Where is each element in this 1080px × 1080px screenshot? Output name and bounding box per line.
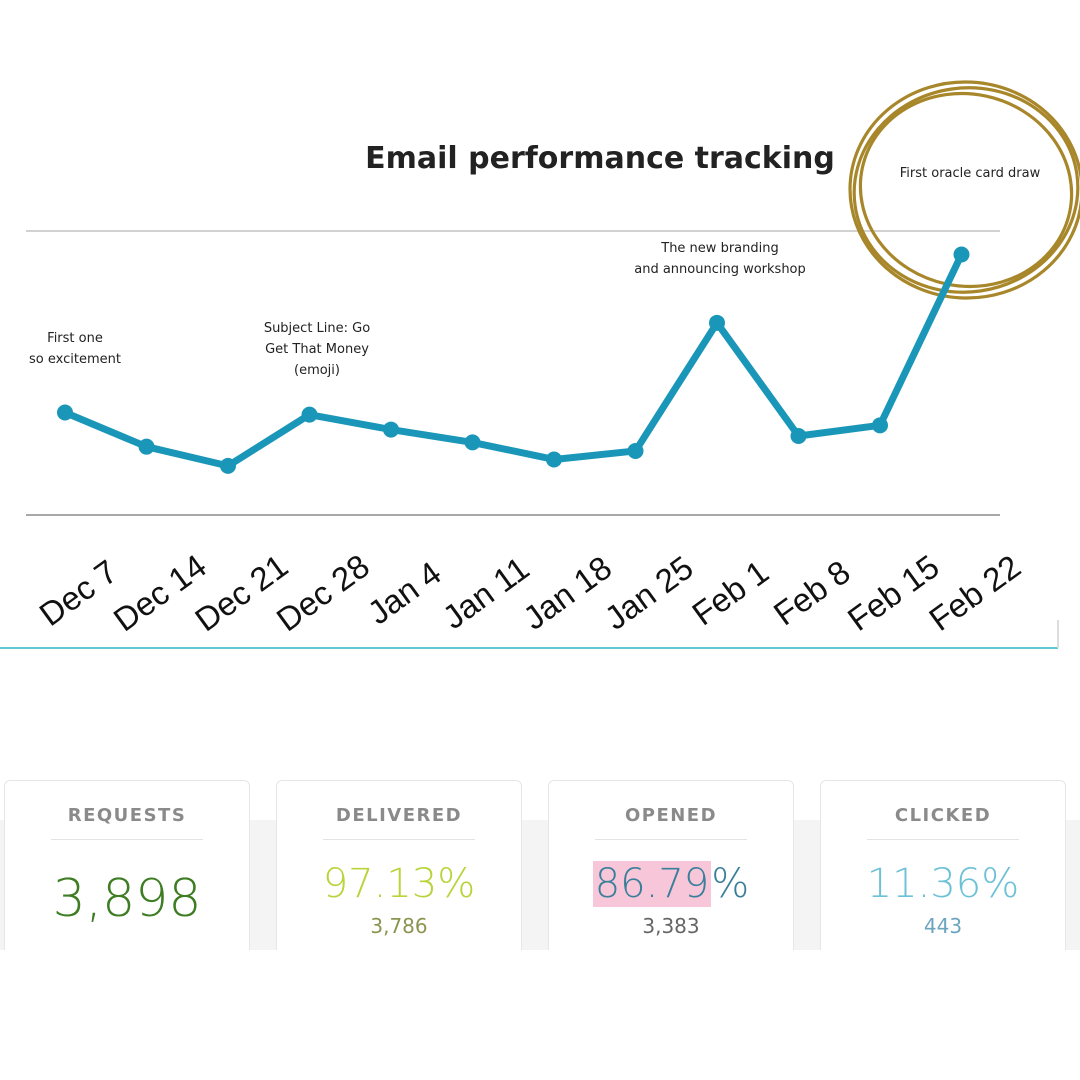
series-layer: [57, 246, 970, 474]
x-tick-label: Jan 25: [598, 549, 700, 637]
x-tick-label: Jan 11: [436, 549, 536, 636]
stat-label: CLICKED: [894, 805, 992, 826]
x-tick-label: Dec 28: [270, 547, 376, 638]
value-suffix: %: [711, 861, 750, 907]
x-tick-label: Feb 8: [767, 553, 857, 633]
stat-value: 3,898: [52, 869, 202, 929]
data-point: [872, 417, 888, 434]
stat-divider: [595, 839, 747, 840]
gold-scribble-ring: [852, 86, 1080, 294]
data-point: [301, 406, 318, 423]
chart-annotation: First one so excitement: [29, 331, 121, 367]
data-point: [57, 404, 73, 421]
stat-sub-value: 443: [923, 914, 963, 938]
stat-divider: [323, 839, 475, 840]
x-tick-label: Dec 7: [32, 552, 124, 633]
stat-card-clicked: CLICKED 11.36% 443: [820, 780, 1066, 950]
data-point: [546, 451, 562, 468]
x-tick-label: Feb 22: [922, 548, 1027, 638]
annotation-layer: First one so excitement Subject Line: Go Ge…: [29, 166, 1041, 378]
x-tick-label: Jan 4: [361, 554, 448, 631]
email-performance-chart: Email performance tracking First one so e…: [0, 80, 1080, 649]
data-point: [627, 442, 644, 459]
x-tick-label: Dec 21: [188, 547, 294, 638]
data-point: [953, 246, 970, 263]
chart-title: Email performance tracking: [365, 141, 835, 176]
data-point: [790, 427, 807, 444]
gold-scribble-circle-highlight: [848, 80, 1080, 300]
stat-value: 97.13%: [322, 861, 476, 907]
data-point: [383, 421, 399, 438]
stat-sub-value: 3,383: [642, 914, 700, 938]
stat-value: 86.79%: [549, 861, 793, 907]
x-tick-label: Feb 15: [841, 548, 946, 638]
data-point: [464, 434, 481, 451]
stat-sub-value: 3,786: [370, 914, 428, 938]
stat-value: 11.36%: [866, 861, 1020, 907]
data-point: [138, 438, 155, 455]
gold-scribble-ring: [848, 80, 1080, 300]
data-point: [709, 314, 725, 331]
stat-divider: [51, 839, 203, 840]
x-tick-label: Jan 18: [516, 549, 618, 637]
line-chart-svg: Email performance tracking First one so e…: [0, 80, 1080, 649]
chart-annotation: The new branding and announcing workshop: [634, 241, 806, 277]
stat-label: OPENED: [624, 805, 718, 826]
stat-card-opened: OPENED 86.79% 3,383: [548, 780, 794, 950]
chart-annotation: First oracle card draw: [900, 166, 1041, 181]
chart-annotation: Subject Line: Go Get That Money (emoji): [264, 321, 370, 378]
stat-card-requests: REQUESTS 3,898: [4, 780, 250, 950]
data-point: [220, 457, 236, 474]
stat-label: REQUESTS: [67, 805, 187, 826]
stat-label: DELIVERED: [335, 805, 463, 826]
x-tick-label: Dec 14: [107, 547, 213, 638]
series-line: [61, 250, 965, 470]
stat-divider: [867, 839, 1019, 840]
highlighted-value: 86.79: [592, 861, 712, 907]
x-tick-label: Feb 1: [685, 553, 775, 633]
stat-card-delivered: DELIVERED 97.13% 3,786: [276, 780, 522, 950]
